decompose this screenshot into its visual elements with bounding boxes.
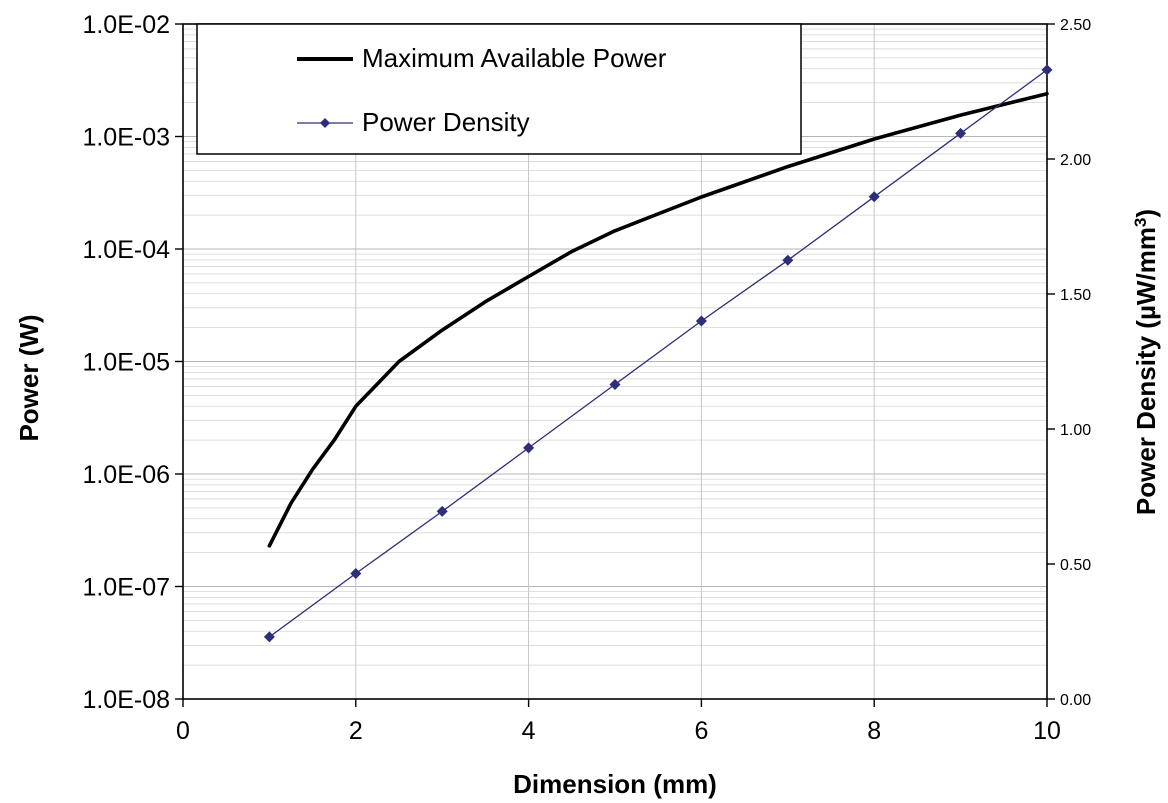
right-axis-ticks: 0.00 0.50 1.00 1.50 2.00 2.50 — [1047, 17, 1091, 709]
right-tick-label: 1.50 — [1060, 287, 1091, 304]
bottom-tick-label: 6 — [694, 717, 708, 745]
left-tick-label: 1.0E-08 — [82, 686, 170, 714]
bottom-tick-label: 2 — [349, 717, 363, 745]
power-density-point — [782, 254, 794, 266]
power-density-point — [695, 315, 707, 327]
bottom-tick-label: 8 — [867, 717, 881, 745]
legend-label-power-density: Power Density — [362, 107, 530, 137]
right-tick-label: 2.00 — [1060, 152, 1091, 169]
power-density-point — [609, 378, 621, 390]
legend: Maximum Available Power Power Density — [196, 23, 802, 155]
x-axis-label: Dimension (mm) — [513, 769, 717, 799]
right-tick-label: 1.00 — [1060, 422, 1091, 439]
series-layer — [263, 64, 1053, 643]
legend-label-maximum-available-power: Maximum Available Power — [362, 43, 667, 73]
legend-marker-power-density — [320, 118, 330, 128]
power-density-point — [955, 127, 967, 139]
bottom-tick-label: 10 — [1033, 717, 1061, 745]
y2-axis-label-main: Power Density (µW/mm — [1131, 227, 1161, 515]
left-tick-label: 1.0E-02 — [82, 11, 170, 39]
y2-axis-label-close: ) — [1131, 209, 1161, 218]
power-density-point — [1041, 64, 1053, 76]
bottom-tick-label: 4 — [522, 717, 536, 745]
bottom-tick-label: 0 — [176, 717, 190, 745]
series-line-maximum-available-power — [267, 91, 1049, 548]
left-tick-label: 1.0E-06 — [82, 461, 170, 489]
grid-minor — [183, 28, 1047, 666]
legend-box — [196, 23, 802, 155]
right-tick-label: 0.50 — [1060, 557, 1091, 574]
left-tick-label: 1.0E-05 — [82, 349, 170, 377]
power-density-point — [350, 567, 362, 579]
power-density-point — [523, 442, 535, 454]
power-density-point — [868, 191, 880, 203]
power-density-point — [436, 505, 448, 517]
left-tick-label: 1.0E-07 — [82, 574, 170, 602]
left-tick-label: 1.0E-04 — [82, 236, 170, 264]
y2-axis-label-sup: 3 — [1131, 218, 1150, 227]
y2-axis-label: Power Density (µW/mm3) — [1131, 209, 1161, 515]
left-axis-ticks: 1.0E-08 1.0E-07 1.0E-06 1.0E-05 1.0E-04 1.0E-… — [82, 11, 183, 714]
right-tick-label: 0.00 — [1060, 692, 1091, 709]
y-axis-label: Power (W) — [14, 314, 44, 441]
left-tick-label: 1.0E-03 — [82, 124, 170, 152]
bottom-axis-ticks: 0 2 4 6 8 10 — [176, 699, 1061, 745]
power-density-point — [263, 631, 275, 643]
right-tick-label: 2.50 — [1060, 17, 1091, 34]
series-line-power-density — [268, 69, 1048, 638]
